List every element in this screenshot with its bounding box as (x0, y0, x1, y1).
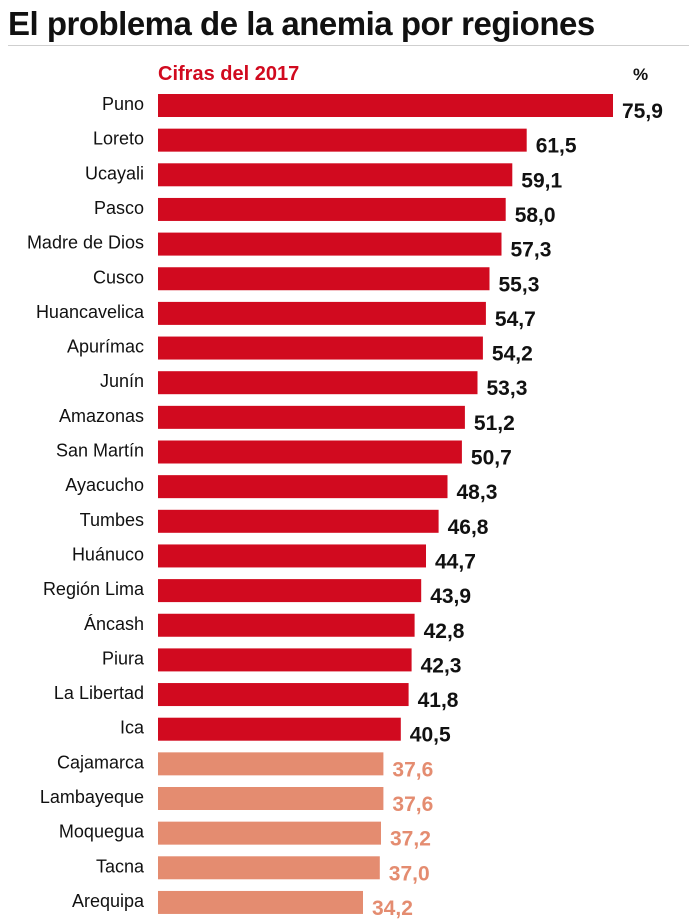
unit-label: % (633, 65, 649, 84)
category-label-arequipa: Arequipa (72, 891, 145, 911)
title-divider (8, 45, 689, 46)
category-label-loreto: Loreto (93, 129, 144, 149)
bar-tacna (158, 856, 380, 880)
bar-moquegua (158, 821, 381, 845)
bar-amazonas (158, 405, 465, 429)
value-label-madre-de-dios: 57,3 (511, 239, 552, 262)
value-label-apurimac: 54,2 (492, 343, 533, 366)
value-label-piura: 42,3 (421, 654, 462, 677)
bar-pasco (158, 197, 506, 221)
category-label-ucayali: Ucayali (85, 163, 144, 183)
category-label-san-martin: San Martín (56, 441, 144, 461)
category-label-ica: Ica (120, 718, 145, 738)
value-label-pasco: 58,0 (515, 204, 556, 227)
bar-junin (158, 371, 478, 395)
value-label-tacna: 37,0 (389, 862, 430, 885)
bar-ancash (158, 613, 415, 637)
value-label-puno: 75,9 (622, 100, 663, 123)
bar-arequipa (158, 890, 363, 914)
category-label-pasco: Pasco (94, 198, 144, 218)
value-label-huancavelica: 54,7 (495, 308, 536, 331)
bar-cusco (158, 267, 490, 291)
category-label-amazonas: Amazonas (59, 406, 144, 426)
value-label-amazonas: 51,2 (474, 412, 515, 435)
bar-cajamarca (158, 752, 384, 776)
category-label-huancavelica: Huancavelica (36, 302, 145, 322)
category-label-apurimac: Apurímac (67, 337, 144, 357)
category-label-tacna: Tacna (96, 856, 145, 876)
value-label-san-martin: 50,7 (471, 447, 512, 470)
bar-region-lima (158, 579, 422, 603)
bar-huancavelica (158, 301, 486, 325)
category-label-ayacucho: Ayacucho (65, 475, 144, 495)
category-label-piura: Piura (102, 648, 145, 668)
bar-san-martin (158, 440, 462, 464)
value-label-cusco: 55,3 (499, 273, 540, 296)
value-label-moquegua: 37,2 (390, 828, 431, 851)
category-label-lambayeque: Lambayeque (40, 787, 144, 807)
value-label-cajamarca: 37,6 (392, 758, 433, 781)
chart-title: El problema de la anemia por regiones (8, 5, 595, 42)
bar-la-libertad (158, 683, 409, 707)
category-label-la-libertad: La Libertad (54, 683, 144, 703)
value-label-huanuco: 44,7 (435, 550, 476, 573)
value-label-ica: 40,5 (410, 724, 451, 747)
category-label-huanuco: Huánuco (72, 544, 144, 564)
value-label-lambayeque: 37,6 (392, 793, 433, 816)
bar-madre-de-dios (158, 232, 502, 256)
value-label-la-libertad: 41,8 (418, 689, 459, 712)
value-label-ancash: 42,8 (424, 620, 465, 643)
category-label-tumbes: Tumbes (80, 510, 144, 530)
value-label-tumbes: 46,8 (448, 516, 489, 539)
bar-loreto (158, 128, 527, 152)
value-label-junin: 53,3 (487, 377, 528, 400)
value-label-loreto: 61,5 (536, 135, 577, 158)
value-label-ayacucho: 48,3 (457, 481, 498, 504)
category-label-puno: Puno (102, 94, 144, 114)
value-label-arequipa: 34,2 (372, 897, 413, 920)
category-label-cusco: Cusco (93, 267, 144, 287)
bar-tumbes (158, 509, 439, 533)
bar-ica (158, 717, 401, 741)
value-label-region-lima: 43,9 (430, 585, 471, 608)
bar-ucayali (158, 163, 513, 187)
category-label-ancash: Áncash (84, 614, 144, 634)
chart-subtitle: Cifras del 2017 (158, 63, 300, 85)
bar-puno (158, 94, 613, 117)
bar-huanuco (158, 544, 426, 568)
category-label-moquegua: Moquegua (59, 822, 145, 842)
category-label-madre-de-dios: Madre de Dios (27, 233, 144, 253)
bar-piura (158, 648, 412, 672)
bar-apurimac (158, 336, 483, 360)
category-label-junin: Junín (100, 371, 144, 391)
category-label-cajamarca: Cajamarca (57, 752, 145, 772)
bar-ayacucho (158, 475, 448, 499)
bar-lambayeque (158, 787, 384, 810)
category-label-region-lima: Región Lima (43, 579, 145, 599)
value-label-ucayali: 59,1 (521, 169, 562, 192)
